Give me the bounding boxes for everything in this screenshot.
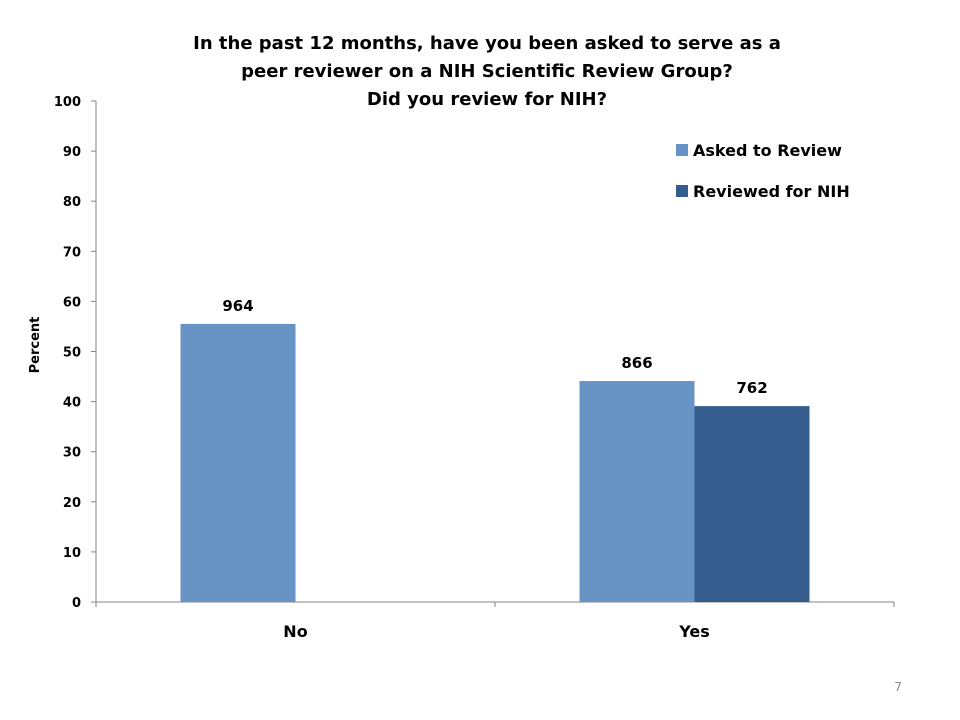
chart-title-line: In the past 12 months, have you been ask… bbox=[193, 33, 781, 54]
chart-title-line: Did you review for NIH? bbox=[367, 89, 607, 110]
bar bbox=[579, 381, 695, 602]
y-tick-label: 80 bbox=[63, 195, 81, 210]
y-tick-label: 40 bbox=[63, 396, 81, 411]
data-labels: 964 866 762 bbox=[222, 297, 767, 397]
x-axis-categories: No Yes bbox=[95, 602, 895, 641]
x-category-label: Yes bbox=[678, 622, 710, 641]
y-tick-label: 70 bbox=[63, 245, 81, 260]
y-tick-label: 100 bbox=[54, 95, 81, 110]
legend-swatch bbox=[676, 185, 688, 197]
legend-swatch bbox=[676, 144, 688, 156]
y-tick-label: 90 bbox=[63, 145, 81, 160]
y-tick-label: 30 bbox=[63, 446, 81, 461]
bar-data-label: 762 bbox=[736, 379, 767, 397]
y-tick-label: 20 bbox=[63, 496, 81, 511]
chart-title-line: peer reviewer on a NIH Scientific Review… bbox=[241, 61, 733, 82]
y-tick-label: 10 bbox=[63, 546, 81, 561]
bar bbox=[694, 406, 810, 602]
bar-data-label: 964 bbox=[222, 297, 253, 315]
bars bbox=[180, 323, 810, 602]
y-axis-title: Percent bbox=[28, 317, 43, 374]
bar bbox=[180, 323, 296, 602]
y-axis-ticks: 0 10 20 30 40 50 60 70 80 90 100 bbox=[54, 95, 96, 611]
bar-data-label: 866 bbox=[621, 354, 652, 372]
y-tick-label: 0 bbox=[72, 596, 81, 611]
y-tick-label: 60 bbox=[63, 295, 81, 310]
legend-label: Asked to Review bbox=[693, 141, 842, 160]
y-tick-label: 50 bbox=[63, 346, 81, 361]
chart-title: In the past 12 months, have you been ask… bbox=[193, 33, 781, 110]
legend-label: Reviewed for NIH bbox=[693, 182, 850, 201]
page-number: 7 bbox=[894, 680, 902, 694]
legend: Asked to Review Reviewed for NIH bbox=[676, 141, 850, 201]
x-category-label: No bbox=[283, 622, 307, 641]
